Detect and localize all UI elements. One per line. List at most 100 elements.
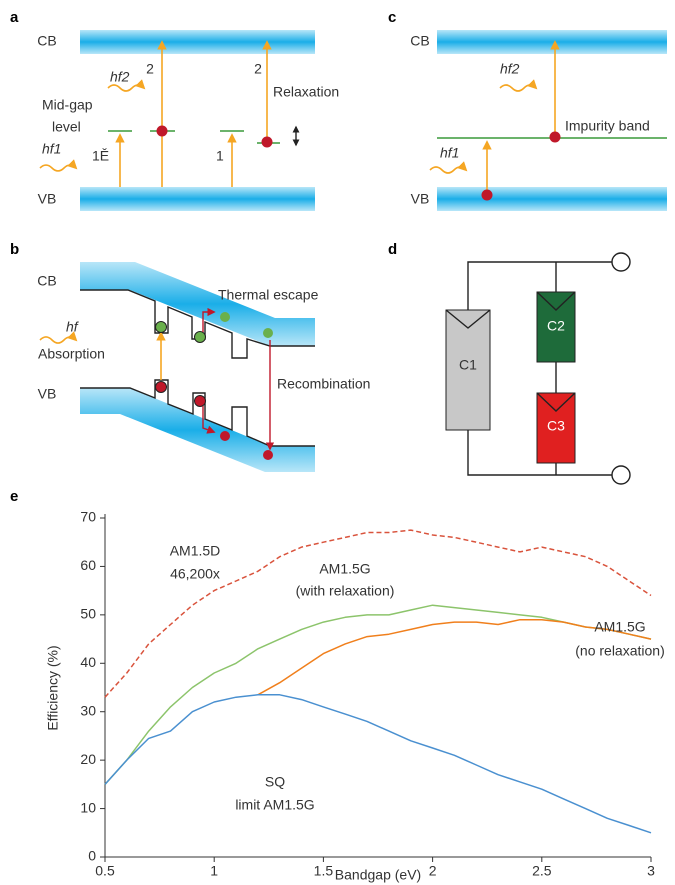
y-axis-label: Efficiency (%) (45, 645, 61, 730)
escape-arrow (202, 406, 216, 434)
wire (467, 261, 612, 310)
photon (107, 79, 146, 92)
band-label: CB (37, 33, 56, 49)
y-tick-label: 20 (80, 751, 96, 767)
photon-label: hf1 (42, 141, 61, 157)
annotation: Recombination (277, 376, 370, 392)
step-label: 2 (146, 61, 154, 77)
series-line (257, 618, 652, 696)
x-tick-label: 1.5 (314, 863, 334, 879)
carrier (155, 321, 167, 333)
escape-arrow (202, 307, 216, 332)
panel-e: e Bandgap (eV) Efficiency (%) 0 10 20 30 40 5… (10, 488, 665, 883)
photon (39, 331, 78, 344)
panel-a: a CB VB 2 2 hf2 Relaxation Mid-gap level… (10, 9, 339, 211)
curve-label: AM1.5G (319, 561, 370, 577)
x-tick-label: 2.5 (532, 863, 552, 879)
photon-label: hf2 (500, 61, 520, 77)
cb-band (80, 30, 315, 54)
curve-label: 46,200x (170, 566, 220, 582)
carrier (220, 431, 230, 441)
annotation: Impurity band (565, 118, 650, 134)
panel-c: c CB VB hf2 Impurity band hf1 (388, 9, 667, 211)
y-tick-label: 10 (80, 799, 96, 815)
panel-label: d (388, 241, 397, 258)
vb-edge (80, 379, 315, 447)
step-label: 1 (216, 148, 224, 164)
photon-label: hf1 (440, 145, 459, 161)
photon-label: hf (66, 319, 80, 335)
cb-band (437, 30, 667, 54)
y-tick-label: 0 (88, 848, 96, 864)
panel-d: d C1 C2 C3 (388, 241, 631, 485)
carrier (263, 328, 273, 338)
annotation: Thermal escape (218, 287, 319, 303)
x-tick-label: 1 (210, 863, 218, 879)
electron (261, 136, 273, 148)
y-tick-label: 30 (80, 702, 96, 718)
carrier (194, 331, 206, 343)
vb-band (80, 187, 315, 211)
panel-b: b CB VB Thermal escape hf Absorption Rec… (10, 241, 370, 472)
electron (481, 189, 493, 201)
curve-label: (with relaxation) (296, 583, 395, 599)
x-tick-label: 3 (647, 863, 655, 879)
photon (499, 79, 538, 92)
cell-label: C1 (459, 357, 477, 373)
curve-label: AM1.5G (594, 619, 645, 635)
panel-label: a (10, 9, 19, 26)
x-tick-label: 2 (429, 863, 437, 879)
carrier (220, 312, 230, 322)
band-label: VB (38, 191, 57, 207)
y-tick-label: 50 (80, 606, 96, 622)
annotation: Absorption (38, 346, 105, 362)
y-tick-label: 40 (80, 654, 96, 670)
y-tick-label: 70 (80, 509, 96, 525)
carrier (155, 381, 167, 393)
panel-label: c (388, 9, 396, 26)
wire (467, 430, 612, 476)
annotation: Relaxation (273, 84, 339, 100)
vb-band (80, 388, 315, 472)
band-label: VB (38, 386, 57, 402)
series-line (104, 604, 652, 785)
cell-label: C2 (547, 318, 565, 334)
annotation: level (52, 119, 81, 135)
curve-label: (no relaxation) (575, 643, 665, 659)
band-label: CB (410, 33, 429, 49)
terminal (611, 465, 631, 485)
panel-label: e (10, 488, 18, 505)
band-label: VB (411, 191, 430, 207)
x-axis-label: Bandgap (eV) (335, 867, 421, 883)
carrier (194, 395, 206, 407)
diode-symbol (536, 392, 576, 412)
step-label: 1Ě (92, 148, 109, 164)
curve-label: SQ (265, 774, 285, 790)
band-label: CB (37, 273, 56, 289)
series-line (104, 529, 652, 698)
y-tick-label: 60 (80, 557, 96, 573)
annotation: Mid-gap (42, 97, 93, 113)
cell-c3 (536, 392, 576, 464)
photon (39, 159, 78, 172)
electron (549, 131, 561, 143)
cell-c2 (536, 291, 576, 363)
electron (156, 125, 168, 137)
curve-label: AM1.5D (170, 543, 221, 559)
photon (429, 161, 468, 174)
step-label: 2 (254, 61, 262, 77)
series-line (104, 694, 652, 834)
panel-label: b (10, 241, 19, 258)
cb-band (80, 262, 315, 346)
x-tick-label: 0.5 (95, 863, 115, 879)
terminal (611, 252, 631, 272)
photon-label: hf2 (110, 69, 130, 85)
curve-label: limit AM1.5G (235, 797, 314, 813)
cell-c1 (445, 309, 491, 431)
diode-symbol (445, 309, 491, 329)
vb-band (437, 187, 667, 211)
carrier (263, 450, 273, 460)
diode-symbol (536, 291, 576, 311)
cell-label: C3 (547, 418, 565, 434)
